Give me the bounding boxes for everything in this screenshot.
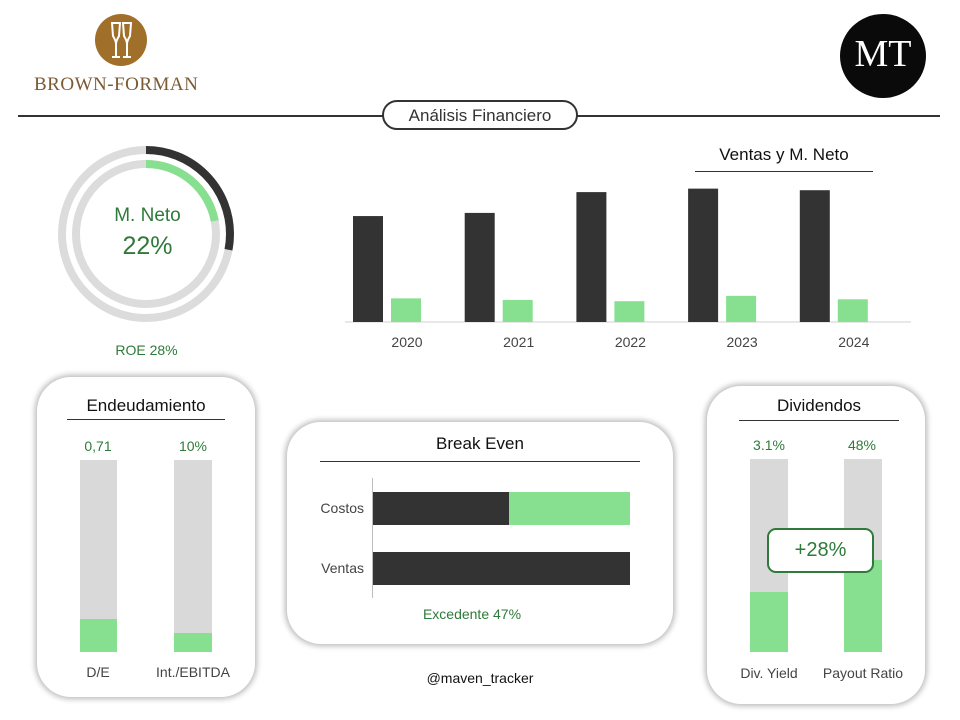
sales-bar-2024 [799,190,830,322]
sales-bar-2023 [688,188,719,322]
payout-ratio-bar-fill [844,559,882,652]
dividend-growth-badge: +28% [767,528,874,573]
payout-ratio-category-label: Payout Ratio [822,665,904,681]
int-ebitda-value-label: 10% [178,438,208,454]
sales-chart-tick-2024: 2024 [838,334,869,350]
de-value-label: 0,71 [84,438,112,454]
sales-chart-tick-2022: 2022 [615,334,646,350]
net-margin-bar-2024 [837,299,868,322]
debt-card-title-underline [67,419,225,420]
sales-chart-tick-2023: 2023 [727,334,758,350]
break-even-title-underline [320,461,640,462]
dividends-card-title: Dividendos [776,396,862,415]
debt-card-title: Endeudamiento [86,396,206,415]
sales-chart-tick-2021: 2021 [503,334,534,350]
net-margin-bar-2021 [502,299,533,322]
dividends-card-title-underline [739,420,899,421]
author-handle: @maven_tracker [426,670,534,686]
donut-label: M. Neto [114,205,181,226]
de-bar-fill [80,619,117,652]
ventas-category-label: Ventas [321,560,364,576]
break-even-surplus-annotation: Excedente 47% [422,606,522,622]
ventas-bar [373,552,630,585]
int-ebitda-bar-track [174,460,212,652]
debt-card [37,377,255,697]
sales-chart: 2020 2021 2022 2023 2024 [345,188,911,350]
div-yield-category-label: Div. Yield [740,665,798,681]
sales-chart-title: Ventas y M. Neto [719,145,849,164]
net-margin-bar-2022 [614,301,645,322]
costos-bar-costs [373,492,510,525]
net-margin-bar-2023 [726,295,757,322]
donut-value: 22% [122,232,173,260]
sales-bar-2022 [576,192,607,322]
int-ebitda-bar-fill [174,632,212,652]
donut-roe-arc [58,146,234,322]
div-yield-value-label: 3.1% [753,437,785,453]
page-title: Análisis Financiero [382,100,578,130]
brand-logo-text: BROWN-FORMAN [34,74,199,95]
donut-net-margin-arc [72,160,220,308]
div-yield-bar-fill [750,592,788,652]
sales-bar-2021 [464,212,495,322]
break-even-card [287,422,673,644]
int-ebitda-category-label: Int./EBITDA [156,664,230,680]
net-margin-donut [58,146,234,322]
payout-ratio-value-label: 48% [847,437,877,453]
sales-bar-2020 [353,216,383,322]
break-even-axis [372,478,373,598]
costos-category-label: Costos [320,500,364,516]
de-category-label: D/E [86,664,110,680]
sales-chart-tick-2020: 2020 [391,334,422,350]
net-margin-bar-2020 [391,298,421,322]
break-even-title: Break Even [436,434,524,453]
de-bar-track [80,460,117,652]
roe-label: ROE 28% [115,342,178,358]
brand-logo-mark [95,14,147,66]
mt-logo-badge: MT [840,14,926,98]
sales-chart-title-underline [695,171,873,172]
costos-bar-surplus [509,492,630,525]
